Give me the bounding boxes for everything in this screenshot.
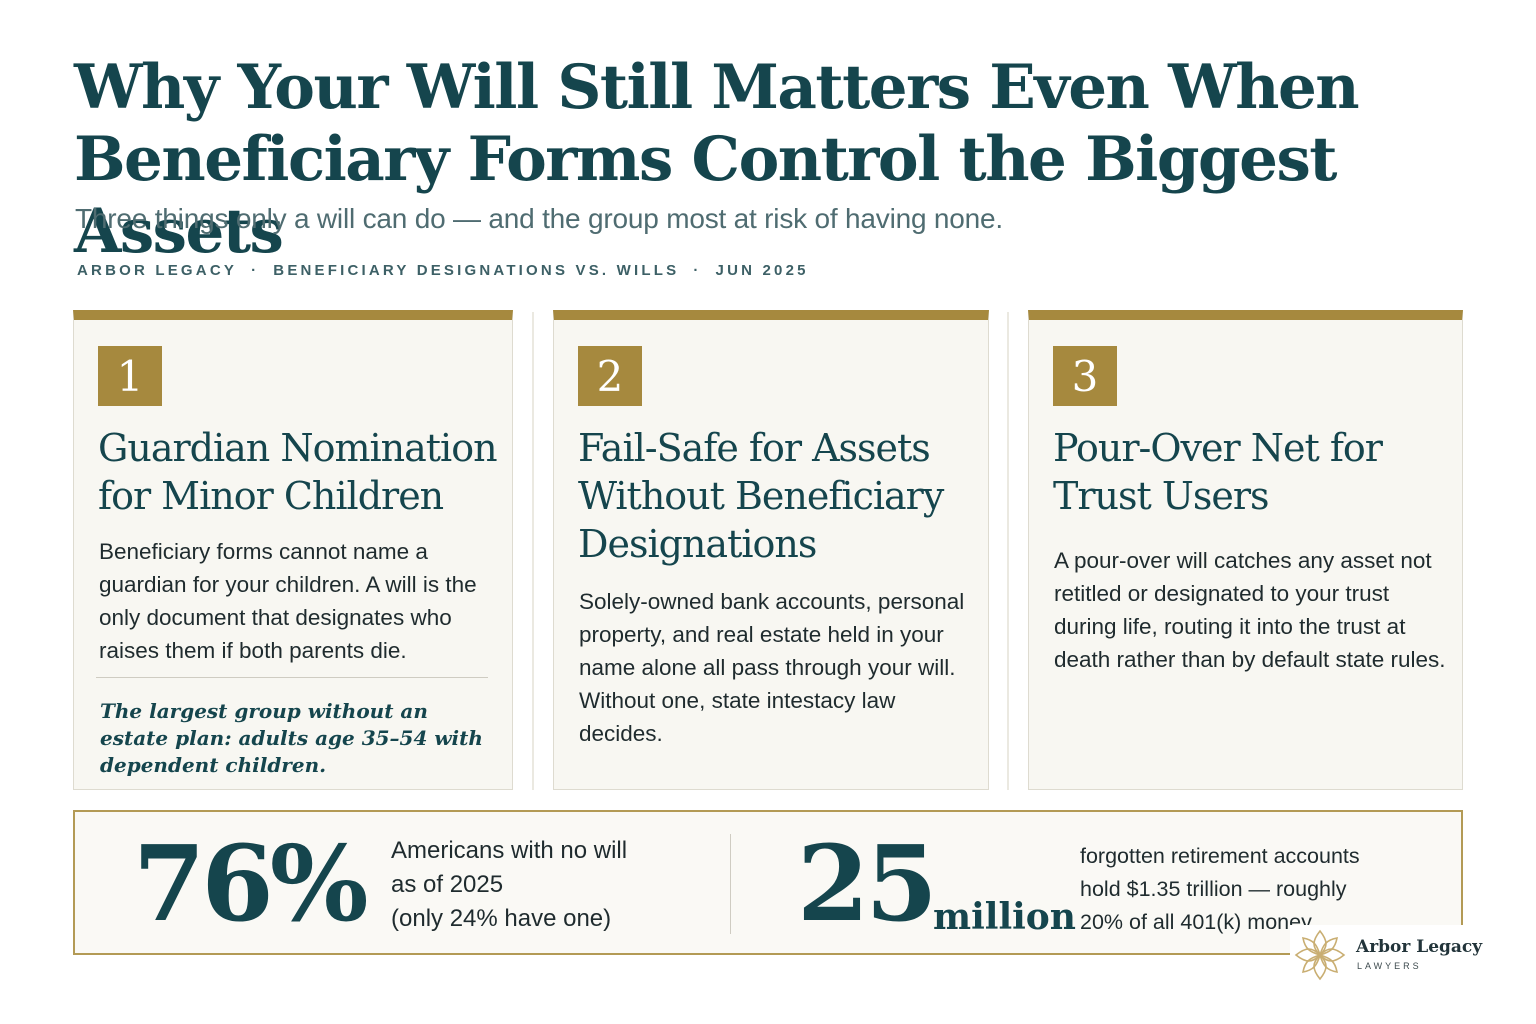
card-heading: Fail-Safe for Assets Without Beneficiary… [578, 426, 944, 566]
stat-description-forgotten-accounts: forgotten retirement accounts hold $1.35… [1080, 840, 1380, 939]
card-number-badge: 1 [98, 346, 162, 406]
card-pour-over: 3 Pour-Over Net for Trust Users A pour-o… [1028, 310, 1463, 790]
logo-subtitle: LAWYERS [1357, 961, 1422, 971]
logo-name: Arbor Legacy [1356, 937, 1483, 957]
page-title: Why Your Will Still Matters Even When Be… [74, 52, 1360, 267]
card-fail-safe: 2 Fail-Safe for Assets Without Beneficia… [553, 310, 989, 790]
stat-line: hold $1.35 trillion — roughly [1080, 877, 1347, 901]
leaf-knot-icon [1294, 929, 1346, 981]
stat-unit: million [933, 896, 1076, 938]
meta-topic: BENEFICIARY DESIGNATIONS VS. WILLS [273, 262, 680, 279]
stats-divider [730, 834, 731, 934]
card-heading: Pour-Over Net for Trust Users [1053, 426, 1383, 518]
card-note: The largest group without an estate plan… [100, 699, 483, 777]
stat-description-no-will: Americans with no will as of 2025 (only … [391, 834, 691, 936]
card-heading: Guardian Nomination for Minor Children [98, 426, 498, 518]
meta-date: JUN 2025 [715, 262, 809, 279]
stat-value-no-will: 76% [133, 822, 369, 945]
stat-value-forgotten-accounts: 25 [797, 822, 938, 945]
card-guardian-nomination: 1 Guardian Nomination for Minor Children… [73, 310, 513, 790]
stat-line: forgotten retirement accounts [1080, 844, 1360, 868]
stat-line: 20% of all 401(k) money. [1080, 910, 1317, 934]
meta-brand: ARBOR LEGACY [77, 262, 238, 279]
brand-logo: Arbor Legacy LAWYERS [1290, 925, 1530, 985]
column-divider [1007, 312, 1009, 790]
meta-line: ARBOR LEGACY · BENEFICIARY DESIGNATIONS VS… [77, 262, 809, 279]
card-number-badge: 3 [1053, 346, 1117, 406]
stats-bar: 76% Americans with no will as of 2025 (o… [73, 810, 1463, 955]
card-number-badge: 2 [578, 346, 642, 406]
meta-separator: · [693, 262, 702, 279]
stat-line: as of 2025 [391, 871, 504, 898]
stat-line: (only 24% have one) [391, 905, 612, 932]
meta-separator: · [251, 262, 260, 279]
card-body: Solely-owned bank accounts, personal pro… [579, 589, 965, 746]
page-subtitle: Three things only a will can do — and th… [75, 203, 1003, 234]
column-divider [532, 312, 534, 790]
card-body: Beneficiary forms cannot name a guardian… [99, 539, 477, 663]
card-divider [96, 677, 488, 678]
card-body: A pour-over will catches any asset not r… [1054, 548, 1446, 672]
stat-line: Americans with no will [391, 837, 628, 864]
